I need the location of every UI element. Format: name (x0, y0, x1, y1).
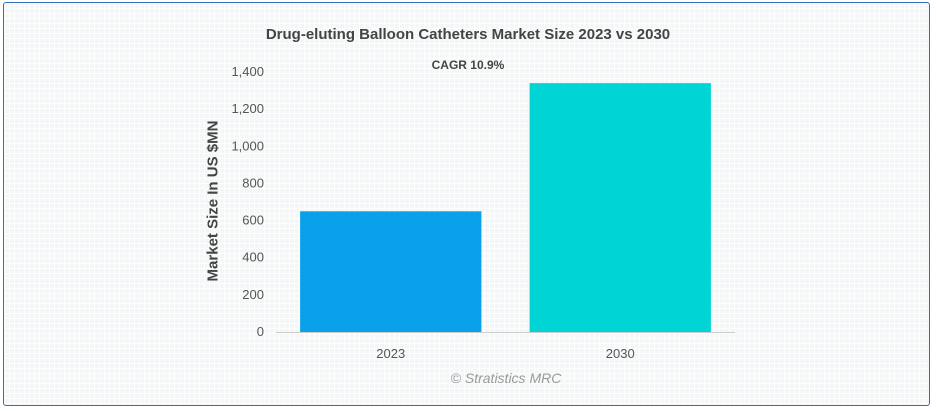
y-tick-label: 600 (242, 213, 264, 228)
chart-frame (3, 2, 930, 406)
chart-subtitle: CAGR 10.9% (431, 58, 505, 72)
x-axis-ticks: 2023 2030 (376, 346, 634, 361)
y-tick-label: 200 (242, 287, 264, 302)
chart-title: Drug-eluting Balloon Catheters Market Si… (265, 26, 671, 43)
bar-2023 (300, 211, 482, 332)
y-tick-label: 1,000 (231, 138, 264, 153)
y-tick-label: 400 (242, 250, 264, 265)
y-tick-label: 0 (257, 324, 264, 339)
bars (300, 83, 711, 333)
y-tick-label: 1,200 (231, 101, 264, 116)
bar-2030 (529, 83, 711, 333)
x-tick-label: 2023 (376, 346, 405, 361)
y-tick-label: 800 (242, 175, 264, 190)
y-axis-ticks: 0 200 400 600 800 1,000 1,200 1,400 (231, 64, 264, 339)
watermark: © Stratistics MRC (450, 370, 562, 386)
y-tick-label: 1,400 (231, 64, 264, 79)
x-tick-label: 2030 (606, 346, 635, 361)
